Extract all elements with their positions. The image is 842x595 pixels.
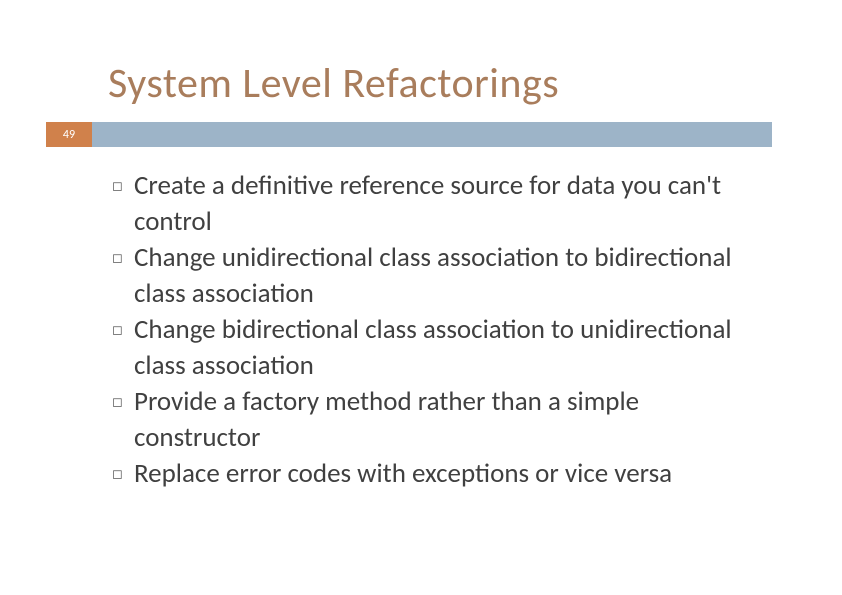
bullet-marker-icon: ◻ [112, 312, 134, 349]
slide: System Level Refactorings 49 ◻Create a d… [0, 0, 842, 595]
bullet-item: ◻Change unidirectional class association… [112, 240, 752, 312]
bullet-marker-icon: ◻ [112, 240, 134, 277]
bullet-marker-icon: ◻ [112, 168, 134, 205]
bullet-marker-icon: ◻ [112, 456, 134, 493]
bullet-item: ◻Provide a factory method rather than a … [112, 384, 752, 456]
bullet-list: ◻Create a definitive reference source fo… [112, 168, 752, 493]
bullet-text: Change bidirectional class association t… [134, 312, 752, 384]
bullet-item: ◻Create a definitive reference source fo… [112, 168, 752, 240]
header-bar: 49 [46, 122, 772, 147]
bullet-item: ◻Change bidirectional class association … [112, 312, 752, 384]
slide-title: System Level Refactorings [108, 58, 559, 109]
bullet-item: ◻Replace error codes with exceptions or … [112, 456, 752, 493]
bullet-text: Provide a factory method rather than a s… [134, 384, 752, 456]
bullet-marker-icon: ◻ [112, 384, 134, 421]
bullet-text: Replace error codes with exceptions or v… [134, 456, 672, 492]
page-number-badge: 49 [46, 122, 92, 147]
bullet-text: Change unidirectional class association … [134, 240, 752, 312]
header-strip [92, 122, 772, 147]
bullet-text: Create a definitive reference source for… [134, 168, 752, 240]
